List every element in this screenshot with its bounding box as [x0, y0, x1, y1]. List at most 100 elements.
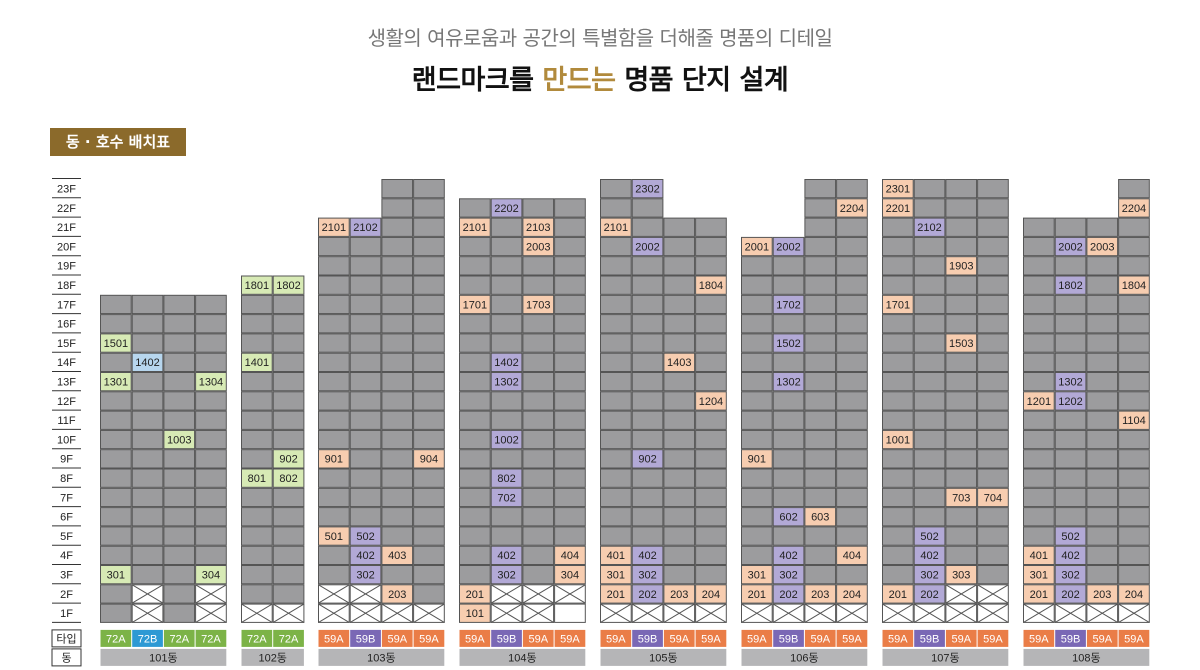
unit-cell: [163, 565, 196, 585]
unit-label: 402: [638, 550, 656, 562]
unit-cell: [349, 487, 382, 508]
unit-cell: [131, 526, 164, 546]
unit-cell: [1118, 449, 1150, 469]
unit-cell: [804, 256, 837, 276]
unit-cell: [522, 275, 555, 295]
type-badge: [632, 629, 663, 647]
unit-cell: [131, 429, 164, 450]
unit-cell: [882, 468, 914, 488]
unit-label: 1302: [1058, 377, 1082, 389]
unit-cell: [349, 294, 382, 315]
type-badge-label: 72A: [201, 633, 221, 645]
unit-cell: [913, 294, 946, 315]
unit-cell: [490, 449, 523, 469]
unit-cell: [163, 372, 196, 392]
type-badge: [914, 629, 945, 647]
unit-cell: [882, 487, 914, 508]
unit-cell: [913, 449, 946, 469]
unit-cell: [490, 314, 523, 334]
unit-cell: [663, 314, 696, 334]
unit-label: 401: [607, 550, 625, 562]
unit-cell: [318, 294, 350, 315]
unit-cell: [413, 468, 445, 488]
title-highlight: 만드는: [542, 65, 616, 96]
unit-cell: [381, 565, 414, 585]
unit-cell: [554, 449, 586, 469]
unit-cell: [977, 429, 1009, 450]
unit-cell: [318, 449, 350, 469]
unit-cell: [741, 429, 773, 450]
unit-cell: [163, 352, 196, 373]
page-title: 랜드마크를 만드는 명품 단지 설계: [0, 58, 1200, 97]
unit-cell: [490, 217, 523, 237]
type-badge: [1086, 629, 1118, 647]
unit-cell: [1054, 372, 1087, 392]
unit-cell: [945, 372, 978, 392]
unit-cell: [695, 429, 727, 450]
unit-cell: [490, 294, 523, 315]
unit-label: 201: [889, 589, 907, 601]
unit-label: 2102: [917, 222, 941, 234]
unit-cell: [695, 391, 727, 411]
unit-cell: [1023, 256, 1055, 276]
unit-cell: [695, 584, 727, 604]
unit-label: 1401: [245, 357, 269, 369]
unit-label: 302: [779, 570, 797, 582]
pilotis-cross-line: [131, 584, 164, 604]
unit-cell: [804, 198, 837, 218]
unit-cell: [977, 391, 1009, 411]
unit-cell: [631, 507, 664, 527]
unit-cell: [913, 372, 946, 392]
type-badge-label: 72A: [169, 633, 189, 645]
unit-cell: [241, 275, 273, 295]
unit-cell: [381, 391, 414, 411]
unit-cell: [836, 179, 868, 199]
unit-cell: [772, 429, 805, 450]
unit-cell: [695, 526, 727, 546]
unit-cell: [945, 410, 978, 430]
unit-label: 1002: [494, 434, 518, 446]
unit-cell: [695, 217, 727, 237]
unit-label: 1202: [1058, 396, 1082, 408]
unit-cell: [695, 565, 727, 585]
unit-cell: [1086, 545, 1119, 566]
type-badge-label: 59A: [419, 633, 439, 645]
unit-label: 1701: [463, 299, 487, 311]
title-pre: 랜드마크를: [411, 65, 543, 96]
unit-label: 202: [638, 589, 656, 601]
pilotis-cross-line: [977, 603, 1009, 623]
unit-cell: [459, 468, 491, 488]
unit-label: 1301: [104, 377, 128, 389]
unit-cell: [1118, 565, 1150, 585]
unit-cell: [741, 236, 773, 257]
unit-cell: [241, 314, 273, 334]
unit-cell: [977, 333, 1009, 353]
unit-label: 401: [1030, 550, 1048, 562]
unit-cell: [272, 507, 305, 527]
floor-label: 14F: [57, 357, 76, 369]
unit-label: 502: [1061, 531, 1079, 543]
unit-cell: [600, 352, 632, 373]
unit-cell: [241, 526, 273, 546]
unit-cell: [977, 256, 1009, 276]
unit-cell: [100, 449, 132, 469]
floor-label: 2F: [60, 589, 73, 601]
unit-cell: [554, 352, 586, 373]
unit-cell: [490, 545, 523, 566]
unit-cell: [554, 217, 586, 237]
unit-cell: [945, 545, 978, 566]
unit-cell: [945, 487, 978, 508]
building-name: 102동: [258, 652, 286, 664]
pilotis-cross-line: [695, 603, 727, 623]
unit-cell: [945, 333, 978, 353]
unit-cell: [913, 565, 946, 585]
building-name-bar: [600, 648, 727, 666]
floor-label: 1F: [60, 608, 73, 620]
type-badge-label: 72A: [247, 633, 267, 645]
pilotis-cross-line: [663, 603, 695, 623]
pilotis-cross-line: [945, 584, 977, 604]
type-badge: [882, 629, 914, 647]
unit-cell: [945, 565, 978, 585]
unit-cell: [631, 198, 664, 218]
unit-cell: [381, 545, 414, 566]
